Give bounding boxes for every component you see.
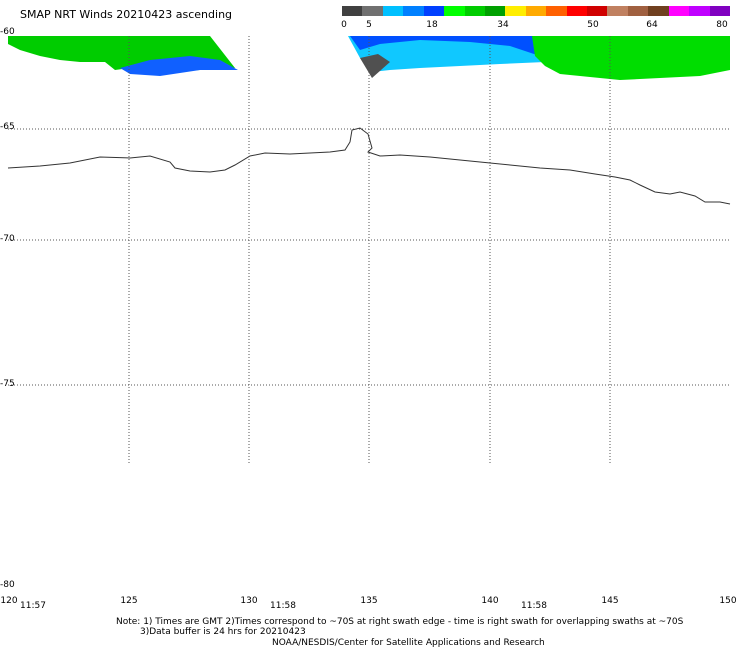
colorbar-segment (444, 6, 465, 16)
colorbar-segment (566, 6, 588, 16)
colorbar-segment (382, 6, 404, 16)
lon-label: 135 (360, 596, 378, 606)
lon-label: 120 (0, 596, 18, 606)
colorbar-segment (668, 6, 690, 16)
colorbar-segment (505, 6, 526, 16)
lon-label: 145 (601, 596, 619, 606)
map-title: SMAP NRT Winds 20210423 ascending (20, 8, 233, 21)
wind-swath-dark (360, 54, 390, 78)
colorbar-segment (587, 6, 608, 16)
wind-swath-cyan (348, 36, 545, 72)
lat-label: -70 (0, 234, 15, 244)
colorbar-segment (484, 6, 506, 16)
colorbar-segment (709, 6, 731, 16)
swath-time-label: 11:58 (521, 601, 547, 611)
colorbar-label: 80 (716, 20, 728, 30)
swath-time-label: 11:58 (270, 601, 296, 611)
colorbar-label: 34 (497, 20, 509, 30)
colorbar-segment (627, 6, 649, 16)
colorbar-segment (403, 6, 424, 16)
lat-label: -65 (0, 122, 15, 132)
colorbar-segment (342, 6, 363, 16)
colorbar-label: 64 (646, 20, 658, 30)
grid-lines (8, 36, 730, 465)
wind-speed-colorbar (342, 6, 731, 16)
colorbar-label: 18 (426, 20, 438, 30)
colorbar-segment (607, 6, 628, 16)
colorbar-segment (362, 6, 383, 16)
colorbar-segment (423, 6, 445, 16)
lat-label: -80 (0, 580, 15, 590)
colorbar-segment (464, 6, 485, 16)
colorbar-segment (689, 6, 710, 16)
colorbar-segment (546, 6, 567, 16)
colorbar-segment (525, 6, 547, 16)
lon-label: 125 (120, 596, 138, 606)
lon-label: 140 (481, 596, 499, 606)
lat-label: -75 (0, 379, 15, 389)
lon-label: 150 (719, 596, 737, 606)
colorbar-label: 0 (341, 20, 347, 30)
wind-swath-green (532, 36, 730, 80)
footnote-line-3: NOAA/NESDIS/Center for Satellite Applica… (272, 638, 545, 648)
footnote-line-1: Note: 1) Times are GMT 2)Times correspon… (116, 617, 684, 627)
colorbar-label: 5 (366, 20, 372, 30)
antarctic-coastline (7, 127, 731, 205)
swath-time-label: 11:57 (20, 601, 46, 611)
colorbar-label: 50 (587, 20, 599, 30)
wind-swath-blue (120, 56, 238, 76)
footnote-line-2: 3)Data buffer is 24 hrs for 20210423 (140, 627, 306, 637)
wind-swath-blue (350, 36, 540, 56)
lon-label: 130 (240, 596, 258, 606)
colorbar-segment (648, 6, 669, 16)
lat-label: -60 (0, 27, 15, 37)
